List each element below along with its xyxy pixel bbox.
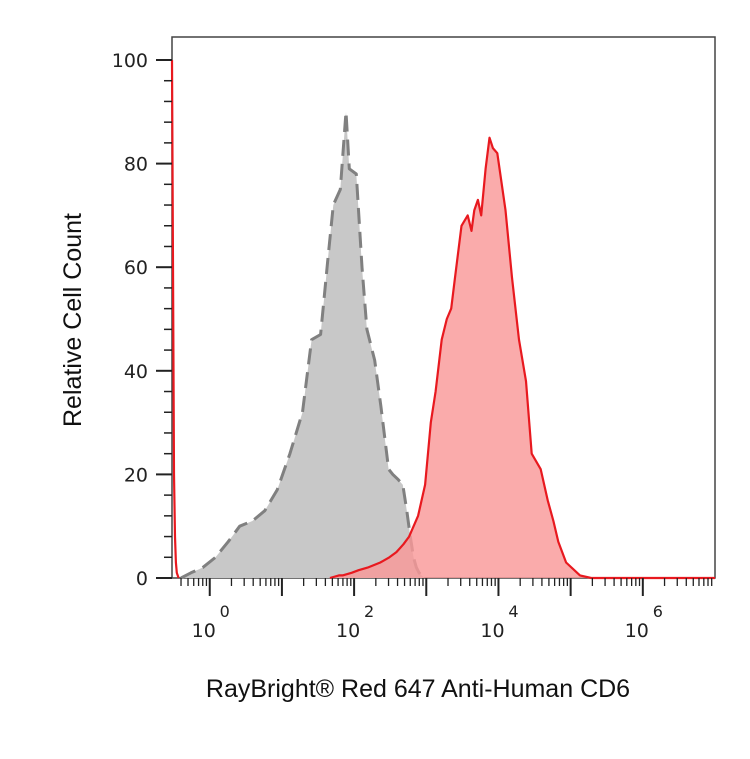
x-tick-exponent-0: 0: [220, 602, 230, 621]
series-0-line: [180, 110, 426, 580]
x-tick-exponent-3: 6: [653, 602, 663, 621]
x-tick-label-0: 10: [192, 620, 216, 642]
y-tick-label-5: 100: [112, 50, 148, 72]
y-tick-label-1: 20: [124, 464, 148, 486]
y-tick-label-3: 60: [124, 257, 148, 279]
x-tick-label-2: 10: [480, 620, 504, 642]
x-tick-label-3: 10: [625, 620, 649, 642]
y-axis-title: Relative Cell Count: [59, 213, 87, 427]
series-2-line: [170, 59, 180, 579]
x-axis-title: RayBright® Red 647 Anti-Human CD6: [206, 675, 630, 703]
y-tick-label-4: 80: [124, 154, 148, 176]
series-1-area: [329, 137, 715, 578]
series-0-area: [181, 111, 425, 579]
y-tick-label-2: 40: [124, 361, 148, 383]
x-tick-label-1: 10: [336, 620, 360, 642]
series-1-line: [329, 136, 715, 580]
x-tick-exponent-2: 4: [508, 602, 518, 621]
series-layer: [170, 59, 715, 580]
y-tick-label-0: 0: [136, 568, 148, 590]
x-tick-exponent-1: 2: [364, 602, 374, 621]
